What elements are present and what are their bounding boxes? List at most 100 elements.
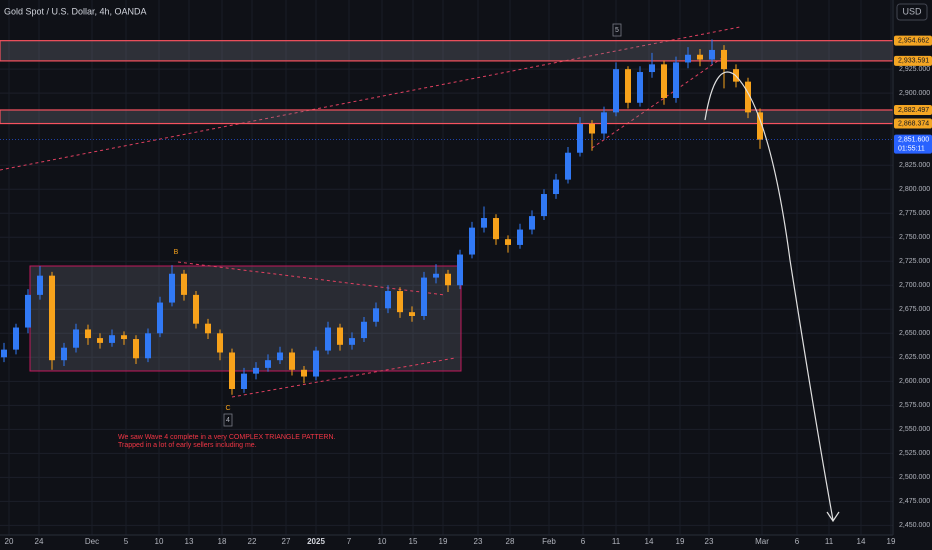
candle-body <box>493 218 499 240</box>
candle-body <box>337 327 343 345</box>
candle-body <box>193 294 199 324</box>
candles <box>1 39 763 395</box>
x-tick-label: 13 <box>185 537 194 546</box>
candle-body <box>517 229 523 245</box>
candle-body <box>553 179 559 195</box>
y-tick-label: 2,525.000 <box>899 450 930 457</box>
candle-body <box>625 69 631 103</box>
wave-label: B <box>174 249 179 256</box>
x-tick-label: 23 <box>474 537 483 546</box>
triangle-lower <box>231 357 456 398</box>
candle-body <box>313 350 319 377</box>
y-tick-label: 2,750.000 <box>899 234 930 241</box>
candle-body <box>613 69 619 113</box>
y-tick-label: 2,800.000 <box>899 186 930 193</box>
x-tick-label: 19 <box>676 537 685 546</box>
axes: 2,450.000 2,475.000 2,500.000 2,525.000 2,55… <box>0 23 932 546</box>
y-tick-label: 2,775.000 <box>899 210 930 217</box>
candle-body <box>265 360 271 368</box>
price-axis <box>893 0 932 550</box>
candle-body <box>601 112 607 134</box>
wave-label: 4 <box>226 417 230 424</box>
chart-title: Gold Spot / U.S. Dollar, 4h, OANDA <box>4 6 147 16</box>
price-tag-label: 2,868.374 <box>898 120 929 127</box>
candle-body <box>433 273 439 278</box>
candle-body <box>121 335 127 340</box>
y-tick-label: 2,725.000 <box>899 258 930 265</box>
x-tick-label: 27 <box>282 537 291 546</box>
candle-body <box>661 64 667 98</box>
y-tick-label: 2,450.000 <box>899 522 930 529</box>
candle-body <box>157 302 163 334</box>
candle-body <box>1 349 7 358</box>
candle-body <box>589 123 595 134</box>
x-tick-label: 23 <box>705 537 714 546</box>
price-tag-label: 2,933.591 <box>898 58 929 65</box>
last-price-tag <box>894 134 932 154</box>
candle-body <box>505 239 511 245</box>
projection-curve <box>704 71 834 521</box>
candle-body <box>361 321 367 339</box>
candle-body <box>13 327 19 350</box>
candle-body <box>169 273 175 303</box>
candle-body <box>649 64 655 73</box>
candle-body <box>133 339 139 359</box>
candle-body <box>229 352 235 390</box>
price-tag <box>894 55 932 66</box>
candle-body <box>469 227 475 255</box>
price-tag <box>894 118 932 129</box>
y-tick-label: 2,700.000 <box>899 282 930 289</box>
candle-body <box>421 277 427 317</box>
y-tick-label: 2,475.000 <box>899 498 930 505</box>
candle-body <box>73 329 79 348</box>
wave-box <box>612 23 622 37</box>
candle-body <box>145 333 151 359</box>
x-tick-label: 5 <box>124 537 129 546</box>
zone <box>0 40 894 62</box>
x-tick-label: 10 <box>155 537 164 546</box>
candle-body <box>397 291 403 313</box>
x-tick-label: 22 <box>248 537 257 546</box>
candle-body <box>97 338 103 343</box>
candle-body <box>637 72 643 103</box>
candle-body <box>409 312 415 317</box>
candle-body <box>565 152 571 180</box>
triangle-box <box>29 265 462 372</box>
candle-body <box>49 275 55 361</box>
price-tag-label: 2,882.497 <box>898 107 929 114</box>
candle-body <box>685 54 691 63</box>
y-tick-label: 2,625.000 <box>899 354 930 361</box>
wave-label: 5 <box>615 27 619 34</box>
y-tick-label: 2,925.000 <box>899 66 930 73</box>
candle-body <box>109 335 115 343</box>
candle-body <box>673 62 679 98</box>
candle-body <box>445 273 451 286</box>
annotation: We saw Wave 4 complete in a very COMPLEX… <box>118 434 336 441</box>
candle-body <box>217 333 223 353</box>
candle-body <box>385 291 391 309</box>
y-tick-label: 2,500.000 <box>899 474 930 481</box>
x-tick-label: 11 <box>612 537 621 546</box>
candle-body <box>529 216 535 230</box>
candle-body <box>697 54 703 60</box>
x-tick-label: 19 <box>439 537 448 546</box>
y-tick-label: 2,900.000 <box>899 90 930 97</box>
currency: USD <box>902 6 922 16</box>
x-tick-label: 6 <box>581 537 586 546</box>
x-tick-label: Feb <box>542 537 556 546</box>
x-tick-label: 14 <box>645 537 654 546</box>
candle-body <box>205 323 211 334</box>
x-tick-label: 10 <box>378 537 387 546</box>
candle-body <box>457 254 463 286</box>
x-tick-label: Mar <box>755 537 769 546</box>
y-tick-label: 2,650.000 <box>899 330 930 337</box>
candle-body <box>289 352 295 370</box>
x-tick-label: 28 <box>506 537 515 546</box>
currency-box <box>896 3 928 21</box>
candle-body <box>577 123 583 153</box>
x-tick-label: 19 <box>887 537 896 546</box>
last-price-label: 2,851.600 <box>898 137 929 144</box>
candle-body <box>721 49 727 70</box>
